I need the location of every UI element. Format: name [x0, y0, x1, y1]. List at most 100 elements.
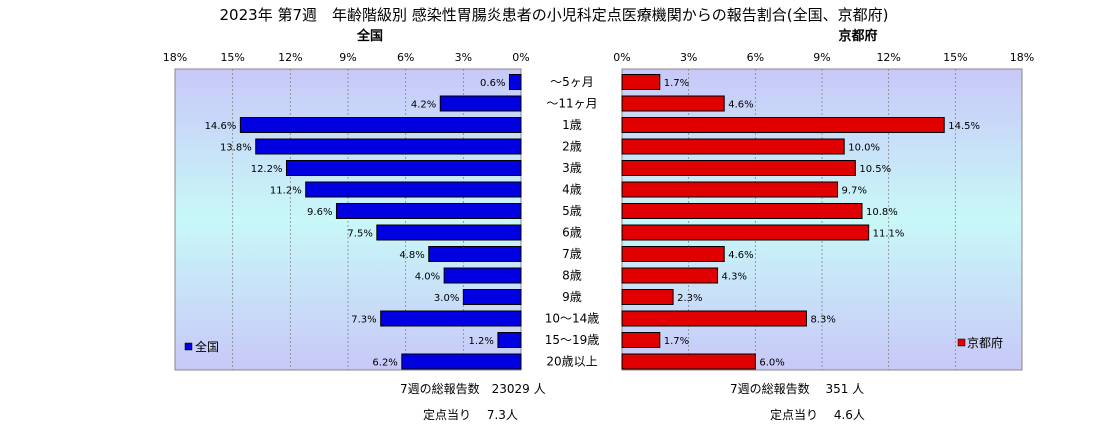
right-bar	[621, 246, 725, 262]
category-label: 2歳	[562, 140, 582, 154]
right-data-label: 10.0%	[848, 143, 880, 154]
category-label: ～5ヶ月	[550, 75, 594, 89]
left-data-label: 7.3%	[351, 315, 376, 326]
left-tick-label: 9%	[339, 51, 356, 64]
left-bar	[380, 310, 522, 327]
category-label: 4歳	[562, 183, 582, 197]
right-bar	[621, 138, 845, 155]
left-data-labels: 0.6% 4.2% 14.6% 13.8% 12.2% 11.2% 9.6% 7.5% 4.8%…	[205, 78, 506, 369]
right-data-labels: 1.7% 4.6% 14.5% 10.0% 10.5% 9.7% 10.8% 11.1% 4.6…	[664, 78, 980, 369]
left-bar	[335, 203, 522, 219]
left-data-label: 7.5%	[347, 229, 372, 240]
left-panel-label: 全国	[356, 28, 383, 44]
right-tick-labels: 0% 3% 6% 9% 12% 15% 18%	[613, 51, 1034, 64]
right-tick-label: 12%	[876, 51, 900, 64]
right-bar	[621, 267, 719, 284]
left-bar	[239, 117, 522, 133]
right-data-label: 10.5%	[859, 164, 891, 175]
right-bar	[621, 74, 661, 90]
left-bar	[428, 246, 522, 262]
legend-left-swatch	[184, 342, 193, 351]
right-bar	[621, 310, 807, 327]
legend-left-label: 全国	[195, 339, 219, 354]
left-bar	[439, 95, 522, 112]
left-data-label: 9.6%	[307, 207, 332, 218]
right-per-site: 定点当り 4.6人	[770, 407, 865, 422]
right-data-label: 11.1%	[873, 229, 905, 240]
left-bar	[497, 332, 522, 348]
chart-title: 2023年 第7週 年齢階級別 感染性胃腸炎患者の小児科定点医療機関からの報告割…	[220, 6, 889, 24]
category-label: ～11ヶ月	[546, 97, 597, 111]
left-tick-label: 0%	[512, 51, 529, 64]
category-label: 3歳	[562, 161, 582, 175]
category-label: 1歳	[562, 118, 582, 132]
left-bar	[462, 289, 522, 305]
left-bar	[508, 74, 522, 90]
left-bar	[285, 160, 522, 176]
left-tick-label: 3%	[455, 51, 472, 64]
right-bars	[621, 74, 945, 370]
right-data-label: 1.7%	[664, 78, 689, 89]
left-bar	[376, 224, 522, 241]
left-data-label: 1.2%	[469, 336, 494, 347]
right-bar	[621, 289, 674, 305]
right-bar	[621, 224, 870, 241]
category-label: 15～19歳	[545, 333, 600, 347]
left-data-label: 11.2%	[270, 186, 302, 197]
right-total-reports: 7週の総報告数 351 人	[730, 381, 864, 396]
right-data-label: 4.6%	[728, 100, 753, 111]
right-tick-label: 15%	[943, 51, 967, 64]
right-data-label: 14.5%	[948, 121, 980, 132]
category-label: 7歳	[562, 247, 582, 261]
left-data-label: 4.8%	[399, 250, 424, 261]
right-bar	[621, 160, 856, 176]
right-data-label: 4.6%	[728, 250, 753, 261]
right-data-label: 1.7%	[664, 336, 689, 347]
right-tick-label: 0%	[613, 51, 630, 64]
category-label: 6歳	[562, 226, 582, 240]
left-tick-label: 12%	[278, 51, 302, 64]
left-data-label: 6.2%	[372, 358, 397, 369]
right-bar	[621, 353, 756, 370]
left-tick-labels: 0% 3% 6% 9% 12% 15% 18%	[163, 51, 530, 64]
right-panel-label: 京都府	[838, 28, 877, 44]
left-bar	[305, 181, 522, 198]
category-label: 5歳	[562, 204, 582, 218]
legend-right-label: 京都府	[967, 335, 1003, 350]
right-bar	[621, 117, 945, 133]
left-data-label: 12.2%	[251, 164, 283, 175]
right-tick-label: 6%	[747, 51, 764, 64]
right-bar	[621, 95, 725, 112]
right-bar	[621, 332, 661, 348]
left-bar	[443, 267, 522, 284]
left-bar	[255, 138, 522, 155]
left-tick-label: 15%	[220, 51, 244, 64]
right-bar	[621, 181, 839, 198]
left-bar	[401, 353, 522, 370]
left-total-reports: 7週の総報告数 23029 人	[400, 381, 546, 396]
right-data-label: 4.3%	[722, 272, 747, 283]
right-tick-label: 18%	[1010, 51, 1034, 64]
right-data-label: 8.3%	[810, 315, 835, 326]
category-label: 9歳	[562, 290, 582, 304]
category-label: 20歳以上	[546, 355, 597, 369]
left-per-site: 定点当り 7.3人	[423, 407, 518, 422]
right-bar	[621, 203, 863, 219]
category-labels: ～5ヶ月 ～11ヶ月 1歳 2歳 3歳 4歳 5歳 6歳 7歳 8歳 9歳 10～14歳 15～19歳 2…	[545, 75, 600, 369]
right-data-label: 2.3%	[677, 293, 702, 304]
left-data-label: 13.8%	[220, 143, 252, 154]
category-label: 8歳	[562, 269, 582, 283]
right-data-label: 10.8%	[866, 207, 898, 218]
left-data-label: 3.0%	[434, 293, 459, 304]
left-bars	[239, 74, 522, 370]
left-data-label: 0.6%	[480, 78, 505, 89]
left-data-label: 4.2%	[411, 100, 436, 111]
left-tick-label: 6%	[397, 51, 414, 64]
category-label: 10～14歳	[545, 312, 600, 326]
legend-right-swatch	[957, 338, 966, 347]
left-data-label: 14.6%	[205, 121, 237, 132]
right-tick-label: 3%	[680, 51, 697, 64]
right-tick-label: 9%	[813, 51, 830, 64]
left-tick-label: 18%	[163, 51, 187, 64]
